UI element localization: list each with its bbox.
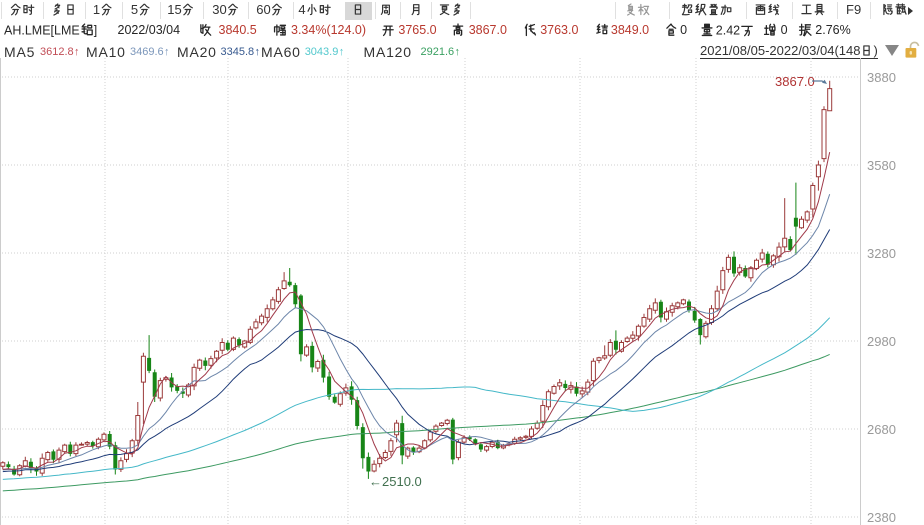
svg-text:←2510.0: ←2510.0 (369, 474, 422, 489)
svg-text:3867.0: 3867.0 (775, 74, 815, 89)
